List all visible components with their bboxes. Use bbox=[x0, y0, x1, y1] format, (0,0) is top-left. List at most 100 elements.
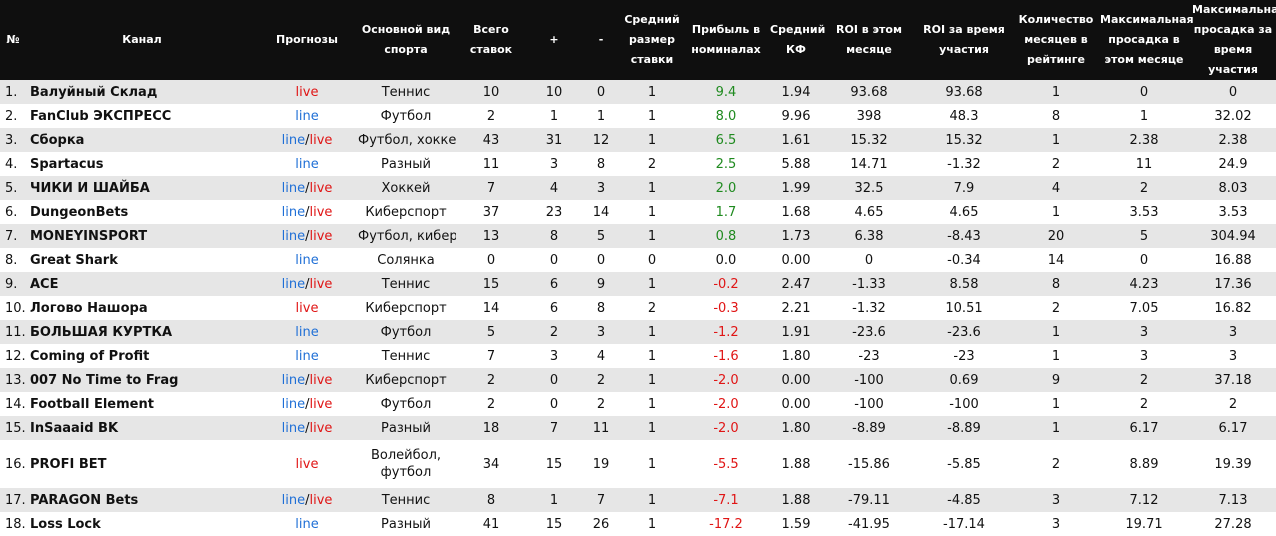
drawdown-month: 7.05 bbox=[1098, 296, 1190, 320]
drawdown-month: 3 bbox=[1098, 344, 1190, 368]
roi-total: -8.43 bbox=[914, 224, 1014, 248]
losses: 9 bbox=[582, 272, 620, 296]
forecast-line-label: line bbox=[281, 204, 306, 220]
profit: -17.2 bbox=[684, 512, 768, 536]
months-in-rating: 2 bbox=[1014, 440, 1098, 488]
sport: Футбол, хоккей bbox=[356, 128, 456, 152]
forecast-line-label: line bbox=[281, 492, 306, 508]
drawdown-total: 8.03 bbox=[1190, 176, 1276, 200]
roi-month: 14.71 bbox=[824, 152, 914, 176]
table-row: 2. FanClub ЭКСПРЕСС line Футбол 2 1 1 1 8.0 9.96 3… bbox=[0, 104, 1276, 128]
table-row: 11. БОЛЬШАЯ КУРТКА line Футбол 5 2 3 1 -1.2 1.91-… bbox=[0, 320, 1276, 344]
forecast-type: line bbox=[258, 104, 356, 128]
drawdown-total: 32.02 bbox=[1190, 104, 1276, 128]
forecast-line-label: line bbox=[295, 516, 319, 532]
channel-name: Валуйный Склад bbox=[26, 80, 258, 104]
forecast-type: line bbox=[258, 248, 356, 272]
months-in-rating: 2 bbox=[1014, 152, 1098, 176]
channel-name: DungeonBets bbox=[26, 200, 258, 224]
channel-name: 007 No Time to Frag bbox=[26, 368, 258, 392]
forecast-line-label: line bbox=[281, 372, 306, 388]
forecast-live-label: live bbox=[309, 276, 333, 292]
losses: 26 bbox=[582, 512, 620, 536]
forecast-line-label: line bbox=[295, 324, 319, 340]
losses: 5 bbox=[582, 224, 620, 248]
profit: 9.4 bbox=[684, 80, 768, 104]
roi-total: -17.14 bbox=[914, 512, 1014, 536]
drawdown-month: 6.17 bbox=[1098, 416, 1190, 440]
header-col-sport: Основной вид спорта bbox=[356, 0, 456, 80]
avg-stake: 1 bbox=[620, 344, 684, 368]
drawdown-month: 19.71 bbox=[1098, 512, 1190, 536]
drawdown-month: 11 bbox=[1098, 152, 1190, 176]
profit: -7.1 bbox=[684, 488, 768, 512]
drawdown-total: 16.88 bbox=[1190, 248, 1276, 272]
drawdown-total: 3.53 bbox=[1190, 200, 1276, 224]
channel-name: FanClub ЭКСПРЕСС bbox=[26, 104, 258, 128]
avg-stake: 1 bbox=[620, 368, 684, 392]
wins: 23 bbox=[526, 200, 582, 224]
header-col-plus: + bbox=[526, 0, 582, 80]
avg-kf: 1.61 bbox=[768, 128, 824, 152]
drawdown-month: 2 bbox=[1098, 176, 1190, 200]
avg-kf: 1.88 bbox=[768, 488, 824, 512]
sport: Киберспорт bbox=[356, 296, 456, 320]
profit: -2.0 bbox=[684, 392, 768, 416]
channel-name: ACE bbox=[26, 272, 258, 296]
months-in-rating: 9 bbox=[1014, 368, 1098, 392]
table-row: 3. Сборка line/live Футбол, хоккей 43 31 12 1 6.… bbox=[0, 128, 1276, 152]
roi-total: -8.89 bbox=[914, 416, 1014, 440]
wins: 10 bbox=[526, 80, 582, 104]
channel-name: InSaaaid BK bbox=[26, 416, 258, 440]
profit: 6.5 bbox=[684, 128, 768, 152]
months-in-rating: 1 bbox=[1014, 416, 1098, 440]
profit: -5.5 bbox=[684, 440, 768, 488]
drawdown-month: 7.12 bbox=[1098, 488, 1190, 512]
table-row: 4. Spartacus line Разный 11 3 8 2 2.5 5.88 14.71 -1… bbox=[0, 152, 1276, 176]
total-bets: 10 bbox=[456, 80, 526, 104]
avg-stake: 1 bbox=[620, 80, 684, 104]
wins: 6 bbox=[526, 272, 582, 296]
table-row: 10. Логово Нашора live Киберспорт 14 6 8 2 -0.3 2… bbox=[0, 296, 1276, 320]
months-in-rating: 1 bbox=[1014, 200, 1098, 224]
row-number: 17. bbox=[0, 488, 26, 512]
table-row: 5. ЧИКИ И ШАЙБА line/live Хоккей 7 4 3 1 2.0 1.99… bbox=[0, 176, 1276, 200]
total-bets: 15 bbox=[456, 272, 526, 296]
forecast-separator: / bbox=[305, 420, 310, 436]
forecast-type: line/live bbox=[258, 488, 356, 512]
table-header: № Канал Прогнозы Основной вид спорта Всего с… bbox=[0, 0, 1276, 80]
row-number: 5. bbox=[0, 176, 26, 200]
header-col-forecasts: Прогнозы bbox=[258, 0, 356, 80]
roi-total: -4.85 bbox=[914, 488, 1014, 512]
total-bets: 8 bbox=[456, 488, 526, 512]
sport: Разный bbox=[356, 512, 456, 536]
header-col-drawdown-month: Максимальная просадка в этом месяце bbox=[1098, 0, 1194, 80]
row-number: 13. bbox=[0, 368, 26, 392]
total-bets: 18 bbox=[456, 416, 526, 440]
total-bets: 34 bbox=[456, 440, 526, 488]
avg-kf: 5.88 bbox=[768, 152, 824, 176]
table-row: 7. MONEYINSPORT line/live Футбол, кибер 13 8 5… bbox=[0, 224, 1276, 248]
wins: 2 bbox=[526, 320, 582, 344]
sport: Футбол bbox=[356, 320, 456, 344]
channel-name: Football Element bbox=[26, 392, 258, 416]
total-bets: 43 bbox=[456, 128, 526, 152]
roi-month: -100 bbox=[824, 368, 914, 392]
forecast-type: line/live bbox=[258, 200, 356, 224]
row-number: 15. bbox=[0, 416, 26, 440]
months-in-rating: 1 bbox=[1014, 128, 1098, 152]
wins: 0 bbox=[526, 368, 582, 392]
months-in-rating: 3 bbox=[1014, 512, 1098, 536]
losses: 19 bbox=[582, 440, 620, 488]
roi-total: -23 bbox=[914, 344, 1014, 368]
roi-total: -100 bbox=[914, 392, 1014, 416]
profit: -1.2 bbox=[684, 320, 768, 344]
table-row: 8. Great Shark line Солянка 0 0 0 0 0.0 0.00 0 -0.3… bbox=[0, 248, 1276, 272]
sport: Хоккей bbox=[356, 176, 456, 200]
drawdown-month: 3 bbox=[1098, 320, 1190, 344]
forecast-type: line bbox=[258, 152, 356, 176]
header-col-channel: Канал bbox=[26, 0, 258, 80]
channel-name: ЧИКИ И ШАЙБА bbox=[26, 176, 258, 200]
months-in-rating: 1 bbox=[1014, 344, 1098, 368]
total-bets: 7 bbox=[456, 344, 526, 368]
